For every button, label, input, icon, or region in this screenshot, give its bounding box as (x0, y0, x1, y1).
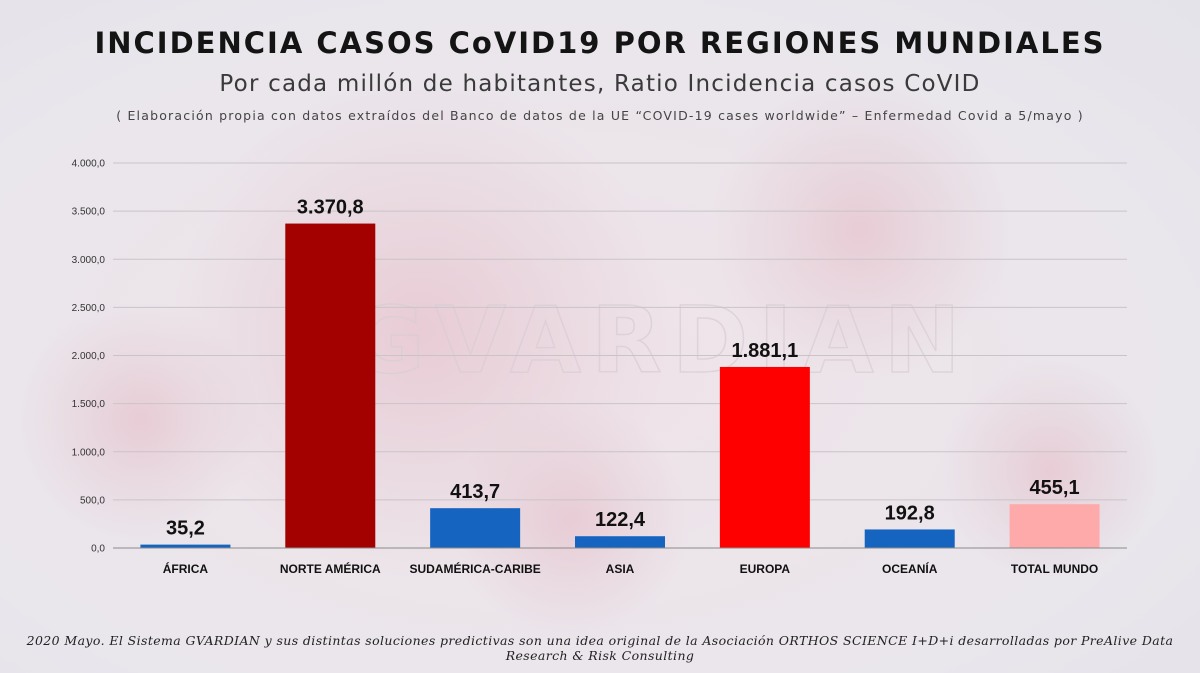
bar (430, 508, 521, 548)
bar (719, 366, 810, 548)
data-label: 122,4 (595, 509, 646, 531)
chart-subtitle: Por cada millón de habitantes, Ratio Inc… (219, 71, 981, 97)
data-label: 3.370,8 (297, 197, 364, 219)
chart-bars (140, 223, 1100, 549)
data-label: 192,8 (885, 502, 935, 524)
bar (864, 529, 955, 548)
y-tick-label: 2.000,0 (72, 351, 106, 362)
y-tick-label: 3.000,0 (72, 255, 106, 266)
data-label: 35,2 (166, 518, 205, 540)
category-label: SUDAMÉRICA-CARIBE (409, 561, 540, 576)
category-label: NORTE AMÉRICA (280, 561, 381, 576)
y-axis-ticks: 0,0 500,0 1.000,0 1.500,0 2.000,0 2.500,0 3.00… (72, 159, 106, 555)
gvardian-watermark: GVARDIAN (349, 287, 970, 394)
chart-gridlines (113, 162, 1127, 501)
category-label: OCEANÍA (882, 561, 938, 576)
y-tick-label: 1.000,0 (72, 447, 106, 458)
data-label: 455,1 (1030, 477, 1080, 499)
footer-credits: 2020 Mayo. El Sistema GVARDIAN y sus dis… (26, 633, 1174, 663)
bar (140, 544, 231, 548)
category-label: ÁFRICA (163, 561, 209, 576)
chart-source-note: ( Elaboración propia con datos extraídos… (116, 108, 1084, 123)
x-axis-categories: ÁFRICA NORTE AMÉRICA SUDAMÉRICA-CARIBE ASIA… (163, 561, 1098, 576)
category-label: TOTAL MUNDO (1011, 562, 1098, 576)
chart-title: INCIDENCIA CASOS CoVID19 POR REGIONES MU… (94, 26, 1106, 60)
y-tick-label: 500,0 (80, 495, 105, 506)
data-label: 1.881,1 (731, 340, 798, 362)
bar (1009, 504, 1100, 548)
y-tick-label: 1.500,0 (72, 399, 106, 410)
category-label: ASIA (606, 562, 635, 576)
y-tick-label: 4.000,0 (72, 159, 106, 170)
y-tick-label: 3.500,0 (72, 207, 106, 218)
y-tick-label: 0,0 (91, 544, 105, 555)
category-label: EUROPA (740, 562, 791, 576)
bar (575, 536, 665, 548)
bar (285, 223, 376, 549)
chart-data-labels: 35,2 3.370,8 413,7 122,4 1.881,1 192,8 455,1 (166, 197, 1080, 540)
y-tick-label: 2.500,0 (72, 303, 106, 314)
data-label: 413,7 (450, 481, 500, 503)
